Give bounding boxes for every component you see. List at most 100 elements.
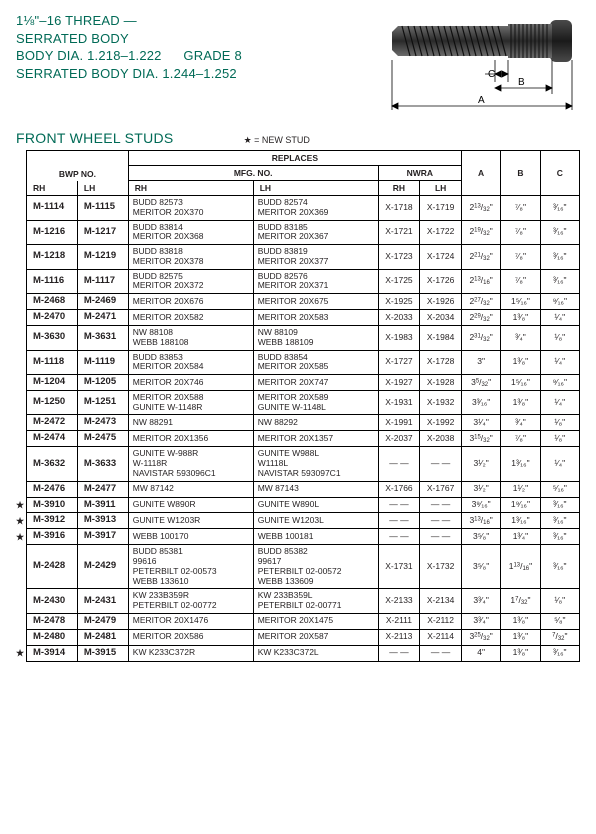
cell-nwra-lh: X-2038 (420, 431, 462, 447)
cell-nwra-lh: X-1992 (420, 415, 462, 431)
cell-mfg-lh: BUDD 83854 MERITOR 20X585 (253, 350, 378, 375)
cell-mfg-lh: BUDD 82574 MERITOR 20X369 (253, 196, 378, 221)
cell-dim-c: ³⁄₁₆" (540, 513, 579, 529)
hdr-replaces: REPLACES (128, 151, 461, 166)
cell-nwra-rh: X-2113 (378, 629, 420, 645)
cell-dim-b: ⁷⁄₈" (501, 196, 540, 221)
spec-line-3b: GRADE 8 (183, 48, 241, 63)
cell-dim-b: 1³⁄₁₆" (501, 447, 540, 481)
cell-dim-b: ³⁄₄" (501, 325, 540, 350)
cell-dim-b: ⁷⁄₈" (501, 431, 540, 447)
cell-mfg-lh: NW 88109 WEBB 188109 (253, 325, 378, 350)
cell-nwra-lh: — — (420, 645, 462, 661)
table-row: M-3632M-3633GUNITE W-988R W-1118R NAVIST… (27, 447, 580, 481)
cell-dim-a: 229/32" (461, 310, 500, 326)
cell-dim-b: ⁷⁄₈" (501, 245, 540, 270)
cell-mfg-lh: BUDD 83185 MERITOR 20X367 (253, 220, 378, 245)
cell-nwra-rh: — — (378, 645, 420, 661)
table-row: M-2480M-2481MERITOR 20X586MERITOR 20X587… (27, 629, 580, 645)
cell-bwp-rh: M-1250 (27, 390, 78, 415)
cell-nwra-rh: X-1931 (378, 390, 420, 415)
cell-nwra-lh: X-1984 (420, 325, 462, 350)
new-stud-legend: ★ = NEW STUD (244, 135, 310, 146)
table-row: M-2474M-2475MERITOR 20X1356MERITOR 20X13… (27, 431, 580, 447)
hdr-b: B (501, 151, 540, 196)
cell-dim-a: 3¹⁄₂" (461, 481, 500, 497)
cell-dim-c: ³⁄₁₆" (540, 245, 579, 270)
cell-dim-b: 1³⁄₈" (501, 645, 540, 661)
cell-nwra-rh: — — (378, 513, 420, 529)
cell-bwp-rh: M-2478 (27, 613, 78, 629)
cell-dim-b: 113/16" (501, 545, 540, 589)
cell-nwra-lh: X-2034 (420, 310, 462, 326)
cell-bwp-rh: M-3916 (27, 529, 78, 545)
cell-dim-a: 313/16" (461, 513, 500, 529)
cell-mfg-rh: GUNITE W1203R (128, 513, 253, 529)
cell-dim-c: ¹⁄₄" (540, 447, 579, 481)
cell-nwra-rh: X-1925 (378, 294, 420, 310)
cell-bwp-rh: M-2468 (27, 294, 78, 310)
cell-bwp-rh: M-3912 (27, 513, 78, 529)
cell-mfg-lh: MERITOR 20X1357 (253, 431, 378, 447)
cell-dim-b: ⁷⁄₈" (501, 269, 540, 294)
cell-dim-c: ¹⁄₈" (540, 431, 579, 447)
cell-mfg-rh: GUNITE W890R (128, 497, 253, 513)
cell-mfg-rh: BUDD 83814 MERITOR 20X368 (128, 220, 253, 245)
cell-bwp-lh: M-2431 (77, 589, 128, 614)
cell-dim-a: 3" (461, 350, 500, 375)
cell-mfg-rh: NW 88108 WEBB 188108 (128, 325, 253, 350)
hdr-nwra-rh: RH (378, 181, 420, 196)
cell-mfg-rh: WEBB 100170 (128, 529, 253, 545)
cell-bwp-lh: M-2475 (77, 431, 128, 447)
cell-nwra-rh: X-1731 (378, 545, 420, 589)
cell-dim-c: ¹⁄₈" (540, 325, 579, 350)
cell-dim-c: ⁹⁄₁₆" (540, 294, 579, 310)
cell-bwp-rh: M-2474 (27, 431, 78, 447)
cell-bwp-lh: M-1217 (77, 220, 128, 245)
cell-dim-c: ¹⁄₈" (540, 415, 579, 431)
table-row: M-1218M-1219BUDD 83818 MERITOR 20X378BUD… (27, 245, 580, 270)
cell-nwra-rh: — — (378, 447, 420, 481)
cell-mfg-lh: MERITOR 20X587 (253, 629, 378, 645)
spec-line-4: SERRATED BODY DIA. 1.244–1.252 (16, 65, 242, 83)
cell-mfg-lh: GUNITE W988L W1118L NAVISTAR 593097C1 (253, 447, 378, 481)
cell-mfg-lh: NW 88292 (253, 415, 378, 431)
table-head: BWP NO. REPLACES A B C MFG. NO. NWRA RH … (27, 151, 580, 196)
cell-dim-b: 1⁵⁄₁₆" (501, 375, 540, 391)
cell-dim-c: ¹⁄₄" (540, 310, 579, 326)
cell-nwra-lh: X-1726 (420, 269, 462, 294)
cell-nwra-rh: X-2133 (378, 589, 420, 614)
cell-bwp-lh: M-2469 (77, 294, 128, 310)
cell-mfg-rh: MERITOR 20X1476 (128, 613, 253, 629)
cell-dim-c: ⁵⁄₁₆" (540, 481, 579, 497)
cell-bwp-rh: M-2472 (27, 415, 78, 431)
cell-nwra-rh: X-1727 (378, 350, 420, 375)
cell-nwra-rh: X-1718 (378, 196, 420, 221)
cell-bwp-rh: M-2480 (27, 629, 78, 645)
cell-bwp-lh: M-2479 (77, 613, 128, 629)
cell-bwp-rh: M-1116 (27, 269, 78, 294)
cell-mfg-rh: MERITOR 20X586 (128, 629, 253, 645)
cell-mfg-rh: MERITOR 20X588 GUNITE W-1148R (128, 390, 253, 415)
svg-text:A: A (478, 95, 485, 106)
cell-dim-a: 3⁵⁄₈" (461, 529, 500, 545)
subheader: FRONT WHEEL STUDS ★ = NEW STUD (16, 130, 580, 146)
cell-dim-b: 1³⁄₈" (501, 613, 540, 629)
cell-dim-b: 1⁹⁄₁₆" (501, 497, 540, 513)
cell-nwra-lh: X-1724 (420, 245, 462, 270)
cell-nwra-lh: X-1767 (420, 481, 462, 497)
table-row: M-3914M-3915KW K233C372RKW K233C372L— ——… (27, 645, 580, 661)
cell-mfg-lh: MERITOR 20X583 (253, 310, 378, 326)
cell-bwp-lh: M-3631 (77, 325, 128, 350)
table-row: M-1114M-1115BUDD 82573 MERITOR 20X370BUD… (27, 196, 580, 221)
cell-nwra-rh: X-2037 (378, 431, 420, 447)
cell-bwp-lh: M-3913 (77, 513, 128, 529)
table-row: M-1216M-1217BUDD 83814 MERITOR 20X368BUD… (27, 220, 580, 245)
cell-bwp-rh: M-2470 (27, 310, 78, 326)
table-body: M-1114M-1115BUDD 82573 MERITOR 20X370BUD… (27, 196, 580, 662)
studs-table: BWP NO. REPLACES A B C MFG. NO. NWRA RH … (26, 150, 580, 662)
cell-mfg-rh: MERITOR 20X1356 (128, 431, 253, 447)
svg-text:C: C (488, 69, 495, 80)
cell-mfg-lh: MERITOR 20X675 (253, 294, 378, 310)
cell-nwra-rh: X-1721 (378, 220, 420, 245)
